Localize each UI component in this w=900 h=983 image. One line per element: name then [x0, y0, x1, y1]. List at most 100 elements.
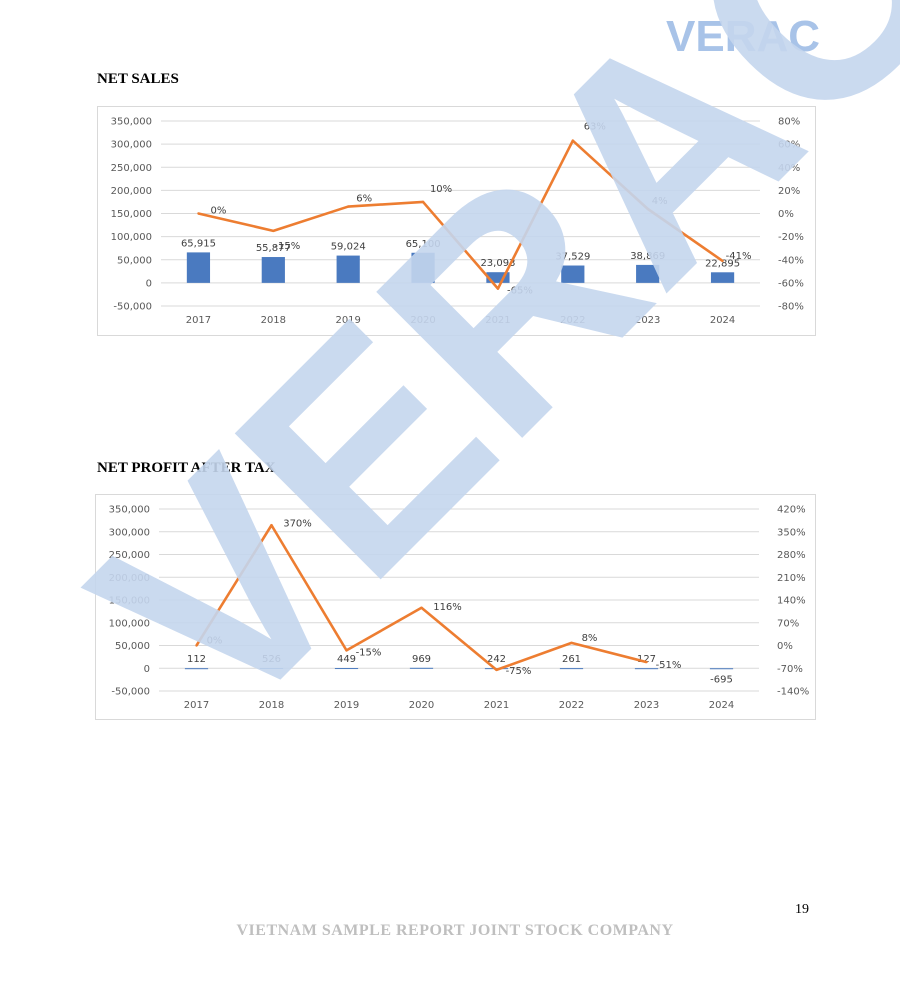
x-tick-label: 2019 — [334, 700, 359, 711]
y-right-tick-label: 140% — [777, 596, 806, 607]
y-left-tick-label: 250,000 — [109, 550, 150, 561]
line-point — [197, 212, 200, 215]
line-data-label: 4% — [652, 196, 668, 207]
x-tick-label: 2024 — [709, 700, 734, 711]
bar-data-label: -695 — [710, 675, 733, 686]
line-series — [198, 139, 724, 290]
y-right-tick-label: 20% — [778, 186, 800, 197]
bar-data-label: 127 — [637, 654, 656, 665]
line-data-label: -41% — [726, 251, 752, 262]
y-left-tick-label: 250,000 — [111, 163, 152, 174]
line-point — [645, 660, 648, 664]
line-data-label: -51% — [656, 660, 682, 671]
y-left-tick-label: 100,000 — [109, 618, 150, 629]
line-data-label: -75% — [506, 666, 532, 677]
y-right-tick-label: 280% — [777, 550, 806, 561]
x-tick-label: 2020 — [409, 700, 434, 711]
bar-data-label: 449 — [337, 654, 356, 665]
x-tick-label: 2017 — [186, 315, 211, 326]
bar-data-label: 242 — [487, 654, 506, 665]
bar-data-label: 22,895 — [705, 258, 740, 269]
x-tick-label: 2023 — [635, 315, 660, 326]
bar — [559, 668, 584, 670]
bar — [709, 668, 734, 670]
y-left-tick-label: 200,000 — [109, 573, 150, 584]
footer-company: VIETNAM SAMPLE REPORT JOINT STOCK COMPAN… — [236, 922, 674, 939]
line-point — [570, 641, 573, 645]
x-tick-label: 2021 — [485, 315, 510, 326]
line-point — [721, 259, 724, 263]
bar-data-label: 38,869 — [630, 251, 665, 262]
y-right-tick-label: 350% — [777, 527, 806, 538]
y-left-tick-label: -50,000 — [113, 302, 152, 313]
y-left-tick-label: 200,000 — [111, 186, 152, 197]
x-tick-label: 2020 — [410, 315, 435, 326]
line-point — [421, 200, 425, 204]
bar-data-label: 23,093 — [480, 258, 515, 269]
net-profit-chart-svg: -50,000 0 50,000 100,000 150,000 200,000 250,0… — [109, 505, 810, 712]
bar — [261, 257, 285, 283]
y-left-tick-label: 350,000 — [109, 505, 150, 516]
bar — [186, 252, 211, 283]
line-data-label: 10% — [430, 184, 452, 195]
bar-data-label: 261 — [562, 654, 581, 665]
line-data-label: -15% — [356, 647, 382, 658]
line-point — [270, 524, 273, 527]
y-left-tick-label: 300,000 — [111, 140, 152, 151]
bar — [486, 272, 510, 283]
bar — [409, 667, 434, 669]
line-data-label: 0% — [211, 206, 227, 217]
line-data-label: 370% — [283, 518, 312, 529]
x-tick-label: 2018 — [259, 700, 284, 711]
line-series — [195, 523, 647, 672]
bar-data-label: 59,024 — [331, 242, 366, 253]
y-right-tick-label: 80% — [778, 117, 800, 128]
net-sales-title: NET SALES — [97, 71, 179, 87]
y-left-tick-label: 50,000 — [117, 255, 152, 266]
y-right-tick-label: 60% — [778, 140, 800, 151]
page-number: 19 — [795, 902, 809, 917]
y-left-tick-label: 350,000 — [111, 117, 152, 128]
x-tick-label: 2019 — [335, 315, 360, 326]
y-left-tick-label: 50,000 — [115, 641, 150, 652]
y-right-tick-label: 40% — [778, 163, 800, 174]
y-right-tick-label: 420% — [777, 505, 806, 516]
bar — [561, 265, 585, 283]
bar — [259, 668, 284, 670]
bar — [411, 252, 435, 283]
line-data-label: 8% — [582, 633, 598, 644]
y-right-tick-label: -140% — [777, 687, 809, 698]
y-left-tick-label: 0 — [144, 664, 150, 675]
bar-data-label: 55,877 — [256, 243, 291, 254]
line-data-label: 116% — [433, 602, 462, 613]
y-right-tick-label: -70% — [777, 664, 803, 675]
bar — [636, 264, 660, 283]
bar — [334, 668, 359, 670]
net-profit-title: NET PROFIT AFTER TAX — [97, 460, 276, 476]
line-point — [496, 287, 500, 290]
bar-data-label: 112 — [187, 654, 206, 665]
bar-data-label: 969 — [412, 654, 431, 665]
line-data-label: 0% — [207, 636, 223, 647]
line-data-label: 6% — [356, 194, 372, 205]
bar-data-label: 65,100 — [406, 239, 441, 250]
x-tick-label: 2023 — [634, 700, 659, 711]
verac-logo: VERAC — [666, 12, 821, 61]
x-tick-label: 2022 — [559, 700, 584, 711]
y-left-tick-label: 0 — [146, 278, 152, 289]
net-sales-chart: -50,000 0 50,000 100,000 150,000 200,000 250,0… — [97, 106, 816, 336]
bar — [634, 668, 659, 670]
bar — [710, 272, 735, 283]
y-left-tick-label: 150,000 — [109, 596, 150, 607]
bar — [336, 255, 360, 283]
y-right-tick-label: 0% — [778, 209, 794, 220]
y-right-tick-label: -60% — [778, 278, 804, 289]
bar-data-label: 37,529 — [555, 252, 590, 263]
y-right-tick-label: -20% — [778, 232, 804, 243]
line-point — [272, 229, 275, 233]
x-tick-label: 2018 — [261, 315, 286, 326]
y-right-tick-label: -80% — [778, 302, 804, 313]
line-point — [646, 207, 649, 211]
y-right-tick-label: 70% — [777, 618, 799, 629]
x-tick-label: 2017 — [184, 700, 209, 711]
